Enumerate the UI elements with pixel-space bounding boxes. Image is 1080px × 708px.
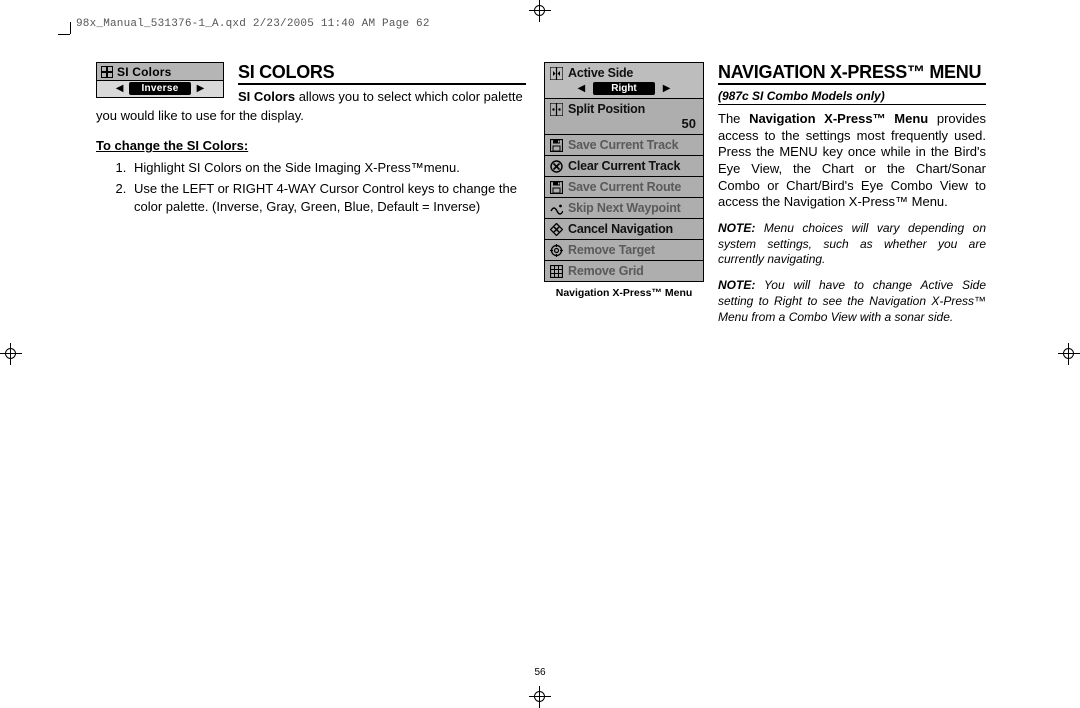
subsection-heading: To change the SI Colors: <box>96 138 526 153</box>
menu-item: Remove Grid <box>545 260 703 281</box>
registration-mark-left <box>0 343 22 365</box>
menu-item-label: Cancel Navigation <box>568 222 673 236</box>
section-body: The Navigation X-Press™ Menu provides ac… <box>718 111 986 211</box>
target-icon <box>550 244 563 257</box>
menu-item: Clear Current Track <box>545 155 703 176</box>
menu-item-label: Clear Current Track <box>568 159 680 173</box>
crop-mark <box>70 22 71 34</box>
intro-partial: SI Colors allows you to select which col… <box>238 89 526 106</box>
triangle-left-icon: ◀ <box>116 84 124 94</box>
menu-item: Active Side ◀ Right ▶ <box>545 63 703 98</box>
split-h-icon <box>550 67 563 80</box>
disk-icon <box>550 181 563 194</box>
page-spread: SI Colors ◀ Inverse ▶ SI COLORS SI Color… <box>96 62 986 662</box>
right-column: Active Side ◀ Right ▶ Split Position50 Save C… <box>544 62 986 326</box>
print-header: 98x_Manual_531376-1_A.qxd 2/23/2005 11:4… <box>76 18 430 30</box>
grid-icon <box>550 265 563 278</box>
note-lead: NOTE: <box>718 221 755 235</box>
menu-item: Remove Target <box>545 239 703 260</box>
page-number: 56 <box>0 667 1080 678</box>
section-subhead: (987c SI Combo Models only) <box>718 89 986 105</box>
menu-item-label: Remove Target <box>568 243 655 257</box>
intro-wrap: you would like to use for the display. <box>96 108 526 125</box>
menu-caption: Navigation X-Press™ Menu <box>544 287 704 299</box>
menu-item-label: Save Current Route <box>568 180 681 194</box>
menu-item: Skip Next Waypoint <box>545 197 703 218</box>
cancel-icon <box>550 223 563 236</box>
palette-icon <box>101 66 113 78</box>
menu-item: Save Current Track <box>545 134 703 155</box>
para-pre: The <box>718 111 749 126</box>
left-column: SI Colors ◀ Inverse ▶ SI COLORS SI Color… <box>96 62 526 219</box>
note-1: NOTE: Menu choices will vary depending o… <box>718 221 986 268</box>
registration-mark-top <box>529 0 551 22</box>
menu-item-label: Split Position <box>568 102 645 116</box>
crop-mark <box>58 34 70 35</box>
si-colors-chip: SI Colors ◀ Inverse ▶ <box>96 62 224 98</box>
section-heading-left: SI COLORS <box>238 62 526 85</box>
intro-rest-a: allows you to select which color palette <box>295 89 523 104</box>
menu-item-label: Save Current Track <box>568 138 678 152</box>
note-lead: NOTE: <box>718 278 755 292</box>
xpress-menu-graphic: Active Side ◀ Right ▶ Split Position50 Save C… <box>544 62 704 282</box>
step-item: Highlight SI Colors on the Side Imaging … <box>130 159 526 176</box>
note-text: Menu choices will vary depending on syst… <box>718 221 986 267</box>
wave-icon <box>550 202 563 215</box>
intro-bold: SI Colors <box>238 89 295 104</box>
section-heading-right: NAVIGATION X-PRESS™ MENU <box>718 62 986 85</box>
step-item: Use the LEFT or RIGHT 4-WAY Cursor Contr… <box>130 180 526 214</box>
triangle-right-icon: ▶ <box>663 83 671 94</box>
para-bold: Navigation X-Press™ Menu <box>749 111 928 126</box>
note-text: You will have to change Active Side sett… <box>718 278 986 324</box>
disk-icon <box>550 139 563 152</box>
menu-item: Split Position50 <box>545 98 703 134</box>
menu-item-label: Active Side <box>568 66 633 80</box>
menu-item: Save Current Route <box>545 176 703 197</box>
chip-title: SI Colors <box>117 65 171 79</box>
triangle-left-icon: ◀ <box>578 83 586 94</box>
registration-mark-right <box>1058 343 1080 365</box>
triangle-right-icon: ▶ <box>197 84 205 94</box>
menu-item: Cancel Navigation <box>545 218 703 239</box>
split-v-icon <box>550 103 563 116</box>
menu-item-value: Right <box>593 82 655 95</box>
menu-item-value: 50 <box>550 116 698 131</box>
registration-mark-bottom <box>529 686 551 708</box>
menu-item-label: Remove Grid <box>568 264 644 278</box>
x-circle-icon <box>550 160 563 173</box>
menu-item-label: Skip Next Waypoint <box>568 201 681 215</box>
steps-list: Highlight SI Colors on the Side Imaging … <box>96 159 526 214</box>
note-2: NOTE: You will have to change Active Sid… <box>718 278 986 325</box>
chip-value: Inverse <box>129 82 190 95</box>
